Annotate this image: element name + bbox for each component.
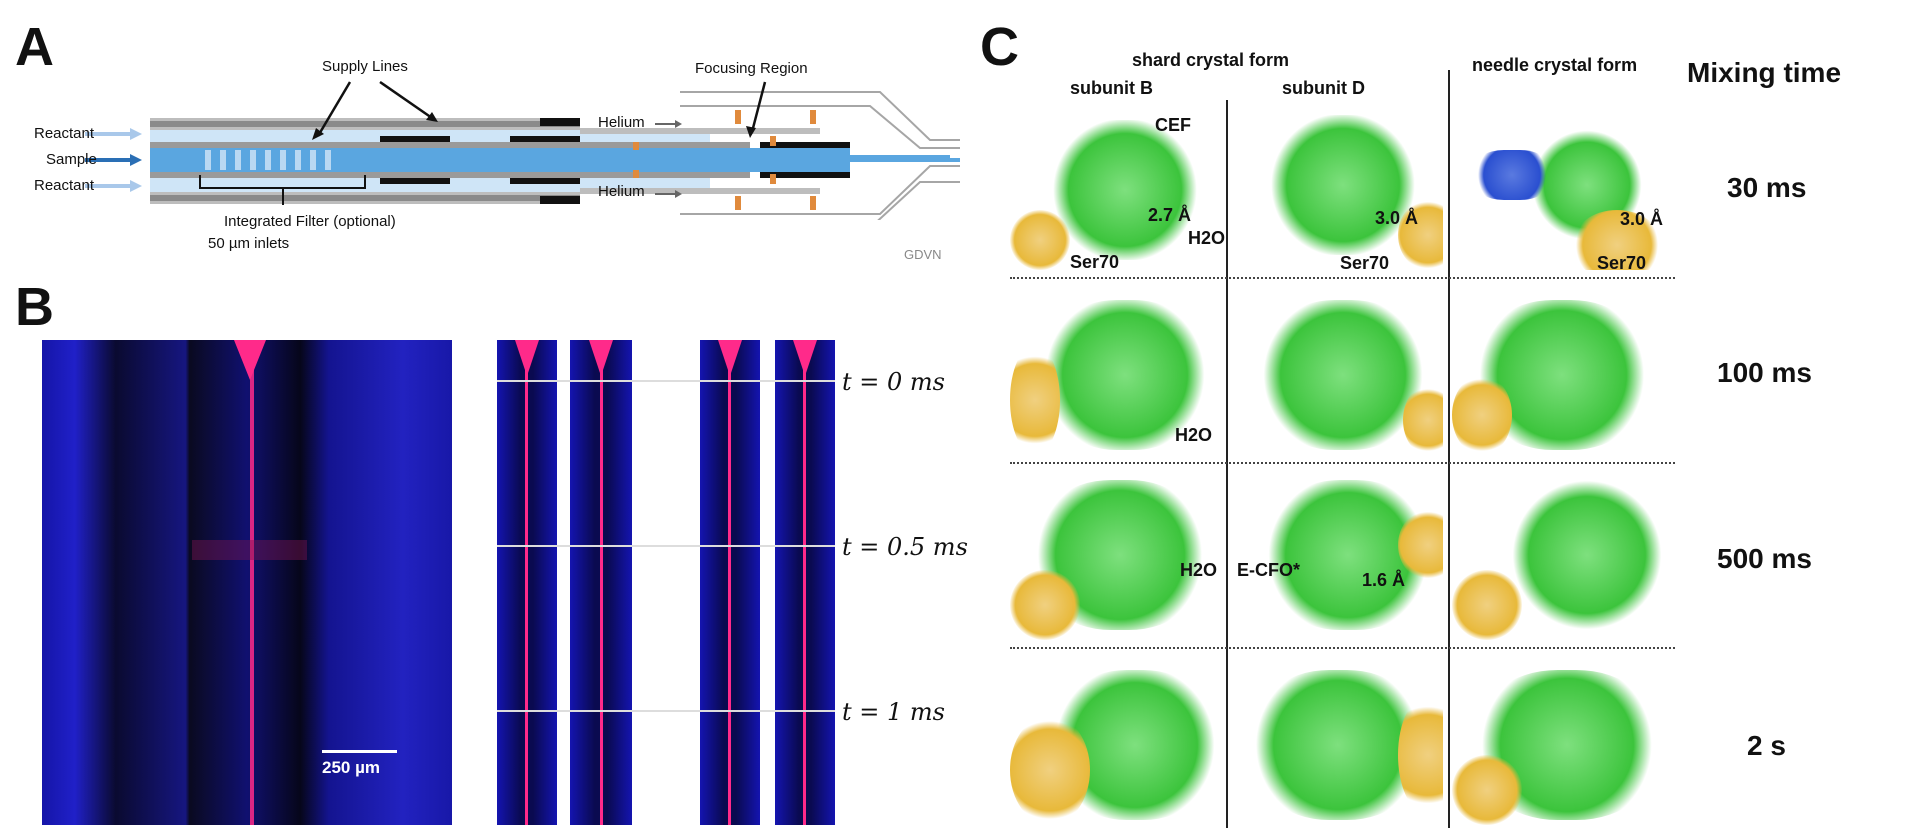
reactant-label-bottom: Reactant [34, 177, 95, 194]
helium-label-bottom: Helium [598, 183, 645, 200]
jet-strip-3 [700, 340, 760, 825]
ser70-label-n: Ser70 [1597, 253, 1647, 273]
structure-grid [1010, 70, 1675, 828]
supply-lines-label: Supply Lines [322, 58, 408, 75]
panel-label-a: A [15, 17, 54, 77]
distance-label-r3: 1.6 Å [1362, 570, 1406, 590]
distance-label-d: 3.0 Å [1375, 208, 1419, 228]
reactant-arrowhead-bottom [130, 180, 142, 192]
h2o-label-r2: H2O [1175, 425, 1213, 445]
panel-label-c: C [980, 17, 1019, 77]
subunit-b-header: subunit B [1070, 78, 1153, 98]
row-divider-1 [1010, 277, 1675, 279]
jet-strip-4 [775, 340, 835, 825]
sample-arrowhead [130, 154, 142, 166]
injector-schematic [85, 80, 960, 220]
reactant-arrowhead-top [130, 128, 142, 140]
density-map-r2-n [1452, 285, 1672, 455]
density-map-r2-b [1010, 285, 1225, 455]
time-label-1: t = 1 ms [842, 698, 945, 726]
density-map-r4-d [1228, 655, 1443, 825]
h2o-label-r3: H2O [1180, 560, 1218, 580]
column-divider-2 [1448, 70, 1450, 828]
ser70-label-d: Ser70 [1340, 253, 1390, 273]
jet-strip-1 [497, 340, 557, 825]
time-label-0-5: t = 0.5 ms [842, 533, 968, 561]
row-divider-2 [1010, 462, 1675, 464]
mixing-time-30ms: 30 ms [1727, 172, 1807, 203]
density-map-r4-n [1452, 655, 1672, 825]
column-divider-1 [1226, 100, 1228, 828]
shard-crystal-header: shard crystal form [1132, 50, 1290, 70]
density-map-r3-d [1228, 470, 1443, 640]
mixing-time-2s: 2 s [1747, 730, 1786, 761]
density-map-r4-b [1010, 655, 1225, 825]
gdvn-label: GDVN [904, 247, 942, 262]
density-map-r2-d [1228, 285, 1443, 455]
focusing-region-label: Focusing Region [695, 60, 808, 77]
focusing-struts [633, 110, 816, 210]
time-line-0 [497, 380, 835, 382]
density-map-r1-b [1010, 100, 1225, 270]
density-map-r3-b [1010, 470, 1225, 640]
filter-label: Integrated Filter (optional) [224, 213, 396, 230]
mixing-time-500ms: 500 ms [1717, 543, 1812, 574]
jet-strip-2 [570, 340, 632, 825]
panel-label-b: B [15, 277, 54, 337]
ser70-label-b: Ser70 [1070, 252, 1120, 272]
distance-label-n: 3.0 Å [1620, 209, 1664, 229]
time-line-0-5 [497, 545, 835, 547]
sample-label: Sample [46, 151, 97, 168]
row-divider-3 [1010, 647, 1675, 649]
reactant-label-top: Reactant [34, 125, 95, 142]
jet-micrograph-large: 250 µm [42, 340, 452, 825]
scale-bar-label: 250 µm [322, 758, 380, 777]
h2o-label-r1: H2O [1188, 228, 1226, 248]
ecfo-label: E-CFO* [1237, 560, 1300, 580]
distance-label-b: 2.7 Å [1148, 205, 1192, 225]
mixing-time-title: Mixing time [1687, 57, 1842, 88]
filter-inlets [205, 150, 331, 170]
density-map-r3-n [1452, 470, 1672, 640]
mixing-time-100ms: 100 ms [1717, 357, 1812, 388]
cef-label: CEF [1155, 115, 1191, 135]
inlets-label: 50 µm inlets [208, 235, 290, 252]
subunit-d-header: subunit D [1282, 78, 1365, 98]
density-map-r1-d [1228, 100, 1443, 270]
helium-label-top: Helium [598, 114, 645, 131]
time-line-1 [497, 710, 835, 712]
needle-crystal-header: needle crystal form [1472, 55, 1638, 75]
time-label-0: t = 0 ms [842, 368, 945, 396]
density-map-r1-n [1452, 100, 1672, 270]
